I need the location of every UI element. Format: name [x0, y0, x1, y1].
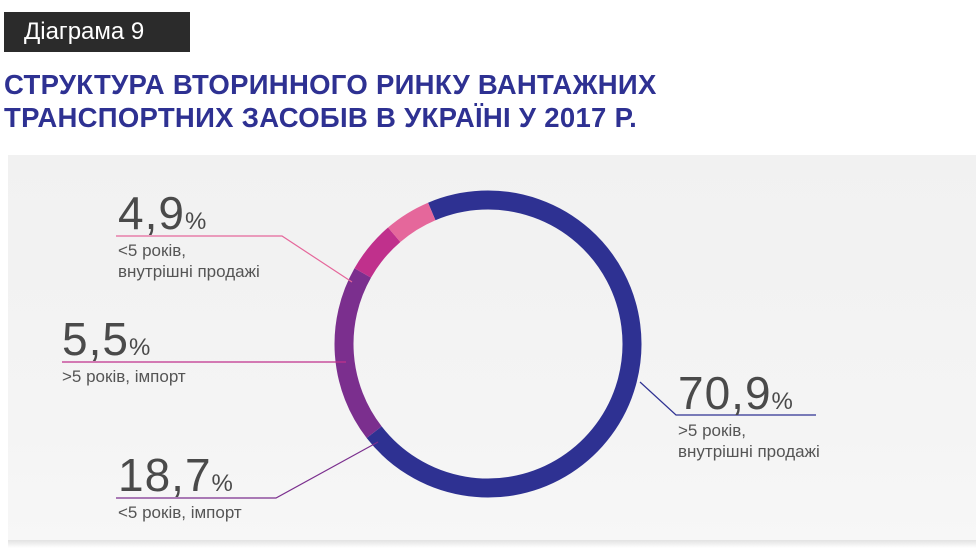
label-under5-import: 18,7% <5 років, імпорт	[118, 452, 242, 523]
slice-unit: %	[771, 388, 793, 415]
slice-value: 4,9	[118, 187, 185, 239]
donut-slice	[354, 227, 401, 278]
slice-unit: %	[128, 334, 151, 361]
slice-label-line1: <5 років,	[118, 241, 186, 260]
leader-line	[116, 235, 353, 283]
chart-panel-shadow	[8, 540, 976, 548]
chart-title: СТРУКТУРА ВТОРИННОГО РИНКУ ВАНТАЖНИХ ТРА…	[4, 68, 657, 134]
chart-panel	[8, 155, 976, 540]
slice-value: 5,5	[62, 313, 129, 365]
donut-slice	[366, 190, 642, 498]
donut-slice	[334, 268, 382, 438]
label-over5-import: 5,5% >5 років, імпорт	[62, 316, 186, 387]
label-over5-domestic: 70,9% >5 років, внутрішні продажі	[678, 370, 820, 462]
slice-unit: %	[184, 208, 207, 235]
slice-label-line2: внутрішні продажі	[678, 442, 820, 461]
slice-label-line1: >5 років,	[678, 421, 746, 440]
slice-label-line2: внутрішні продажі	[118, 262, 260, 281]
chart-title-line-1: СТРУКТУРА ВТОРИННОГО РИНКУ ВАНТАЖНИХ	[4, 69, 657, 100]
slice-unit: %	[211, 470, 233, 497]
slice-label-line1: >5 років, імпорт	[62, 367, 186, 386]
leader-line	[116, 441, 379, 499]
slice-label-line1: <5 років, імпорт	[118, 503, 242, 522]
label-under5-domestic: 4,9% <5 років, внутрішні продажі	[118, 190, 260, 282]
leader-line	[639, 381, 816, 416]
donut-slice	[388, 202, 436, 243]
slice-value: 18,7	[118, 449, 212, 501]
slice-value: 70,9	[678, 367, 772, 419]
chart-title-line-2: ТРАНСПОРТНИХ ЗАСОБІВ В УКРАЇНІ У 2017 Р.	[4, 102, 638, 133]
chart-number-badge: Діаграма 9	[4, 12, 190, 52]
